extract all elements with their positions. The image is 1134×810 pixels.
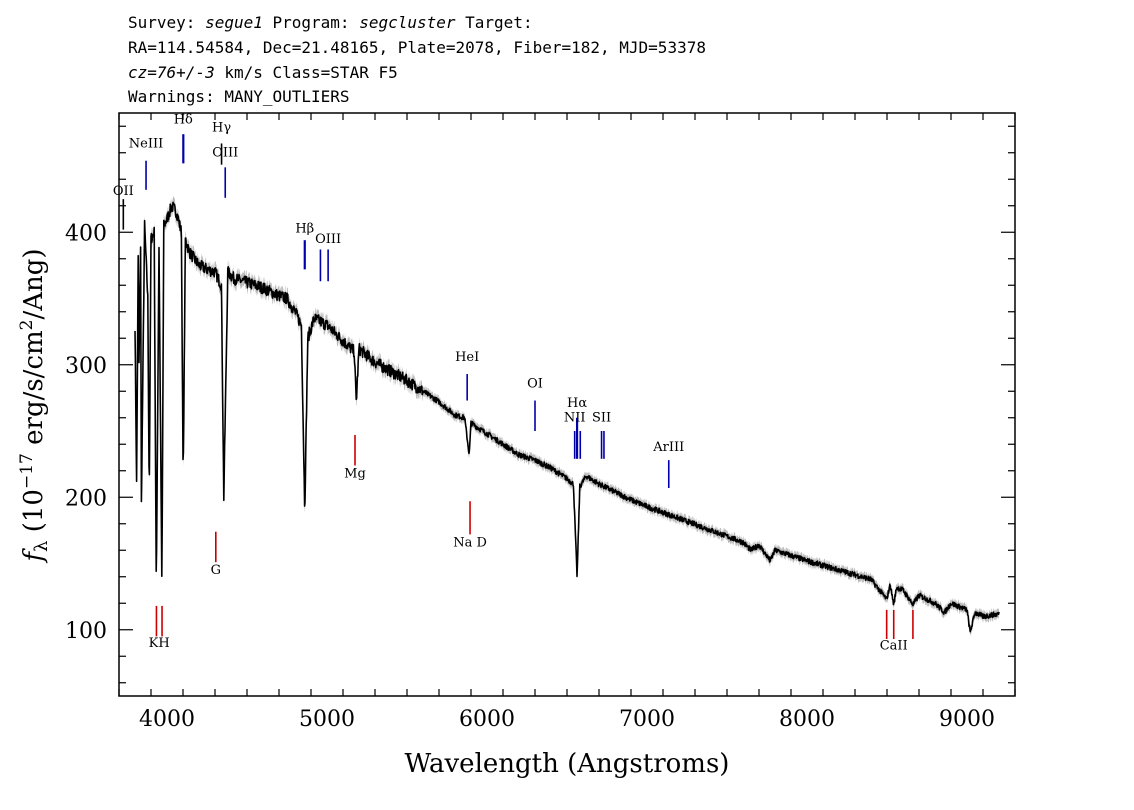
line-label-oii: OII: [113, 184, 134, 199]
y-tick-label: 300: [65, 354, 107, 379]
x-axis-label: Wavelength (Angstroms): [405, 749, 730, 779]
axis-tick-labels: 4000 5000 6000 7000 8000 9000 100 200 300 400: [65, 221, 995, 732]
spectral-line-markers: OIINeIIIHδHγOIIIHβOIIIHeIOINIIHαSIIArIII…: [113, 113, 914, 654]
x-tick-label: 5000: [299, 707, 355, 732]
header-line-3: cz=76+/-3 km/s Class=STAR F5: [128, 63, 398, 82]
line-label-hei: HeI: [455, 350, 479, 365]
x-tick-label: 7000: [619, 707, 675, 732]
line-label-hβ: Hβ: [295, 221, 314, 236]
header-line-2: RA=114.54584, Dec=21.48165, Plate=2078, …: [128, 38, 706, 57]
y-axis-label: fλ (10−17 erg/s/cm2/Ang): [17, 248, 52, 563]
x-tick-label: 9000: [939, 707, 995, 732]
spectrum-layer: [134, 195, 1000, 637]
line-label-neiii: NeIII: [129, 136, 163, 151]
line-label-mg: Mg: [344, 466, 366, 481]
header-line-1: Survey: segue1 Program: segcluster Targe…: [128, 13, 533, 32]
line-label-hγ: Hγ: [212, 121, 231, 136]
line-label-oi: OI: [527, 376, 543, 391]
line-label-oiii: OIII: [315, 232, 341, 247]
y-tick-label: 400: [65, 221, 107, 246]
line-label-hδ: Hδ: [174, 113, 193, 128]
x-tick-label: 4000: [139, 707, 195, 732]
y-tick-label: 200: [65, 486, 107, 511]
axis-ticks: [118, 113, 1016, 696]
x-tick-label: 8000: [779, 707, 835, 732]
spectrum-line: [134, 201, 1000, 633]
header-line-4: Warnings: MANY_OUTLIERS: [128, 87, 350, 106]
line-label-oiii: OIII: [212, 146, 238, 161]
line-label-na-d: Na D: [453, 535, 487, 550]
line-label-g: G: [211, 563, 221, 578]
x-tick-label: 6000: [459, 707, 515, 732]
line-label-hα: Hα: [567, 396, 587, 411]
line-label-nii: NII: [564, 411, 586, 426]
y-tick-label: 100: [65, 619, 107, 644]
line-label-caii: CaII: [880, 639, 908, 654]
line-label-kh: KH: [149, 636, 170, 651]
line-label-ariii: ArIII: [652, 440, 684, 455]
line-label-sii: SII: [592, 411, 611, 426]
